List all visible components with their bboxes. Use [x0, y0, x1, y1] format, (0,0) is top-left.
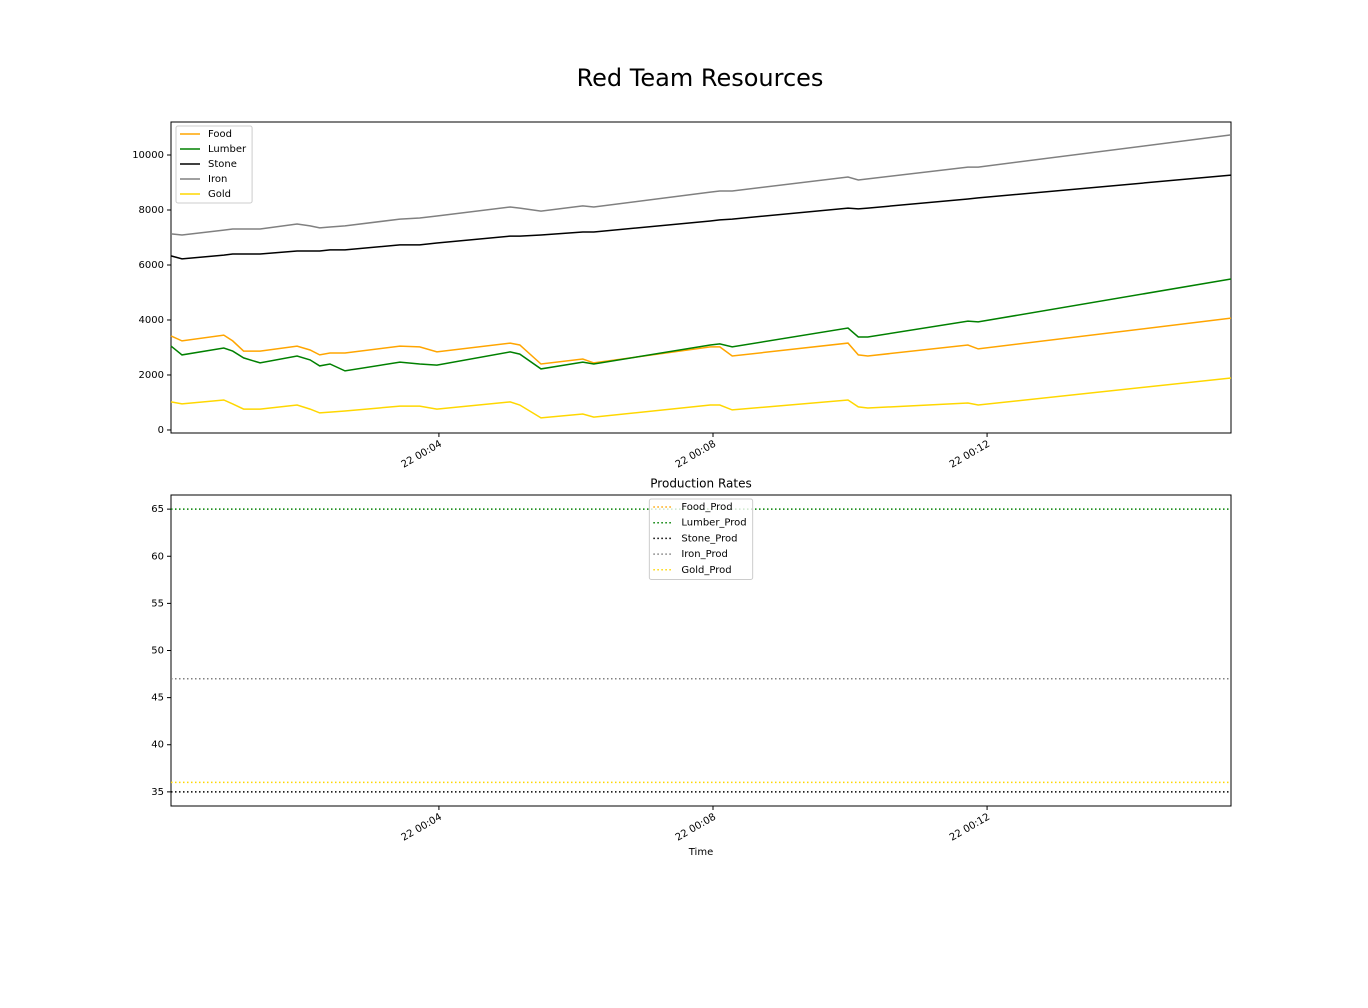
legend-label: Stone — [208, 159, 237, 170]
x-tick-label: 22 00:08 — [674, 812, 718, 844]
legend-label: Lumber_Prod — [681, 518, 746, 529]
legend-label: Lumber — [208, 144, 247, 155]
axes: 0 2000 4000 6000 8000 10000 22 00:04 22 00:08 22… — [132, 121, 1232, 471]
x-tick-label: 22 00:04 — [400, 439, 444, 471]
y-tick-label: 2000 — [139, 370, 164, 381]
legend-frame — [648, 498, 754, 580]
series-line — [170, 278, 1232, 372]
legend-label: Food — [208, 129, 232, 140]
legend-label: Gold — [208, 189, 231, 200]
legend-label: Food_Prod — [681, 502, 732, 513]
axes: Production Rates Time 35 40 45 50 55 60 65 22 00:… — [151, 477, 1232, 858]
y-tick-label: 4000 — [139, 315, 164, 326]
y-tick-label: 65 — [151, 504, 164, 515]
x-tick-label: 22 00:12 — [948, 439, 992, 471]
y-tick-label: 60 — [151, 551, 164, 562]
legend-label: Iron_Prod — [681, 549, 728, 560]
y-tick-label: 8000 — [139, 205, 164, 216]
plot-area — [170, 121, 1232, 434]
series-line — [170, 377, 1232, 419]
y-tick-label: 0 — [158, 425, 164, 436]
y-tick-label: 6000 — [139, 260, 164, 271]
y-tick-label: 10000 — [132, 150, 164, 161]
axes-title: Production Rates — [650, 477, 751, 491]
y-tick-label: 55 — [151, 598, 164, 609]
legend-label: Stone_Prod — [681, 533, 737, 544]
legend-label: Gold_Prod — [681, 565, 731, 576]
x-tick-label: 22 00:04 — [400, 812, 444, 844]
x-axis-label: Time — [688, 847, 713, 858]
y-tick-label: 40 — [151, 740, 164, 751]
y-tick-label: 50 — [151, 646, 164, 657]
series-line — [170, 174, 1232, 260]
x-tick-label: 22 00:08 — [674, 439, 718, 471]
series-line — [170, 317, 1232, 365]
legend-frame — [175, 125, 253, 204]
legend-label: Iron — [208, 174, 227, 185]
x-tick-label: 22 00:12 — [948, 812, 992, 844]
legend: Food Lumber Stone Iron Gold — [175, 125, 253, 204]
y-tick-label: 35 — [151, 787, 164, 798]
series-line — [170, 134, 1232, 236]
figure-title: Red Team Resources — [577, 64, 824, 92]
y-tick-label: 45 — [151, 693, 164, 704]
legend: Food_Prod Lumber_Prod Stone_Prod Iron_Prod G… — [648, 498, 754, 580]
